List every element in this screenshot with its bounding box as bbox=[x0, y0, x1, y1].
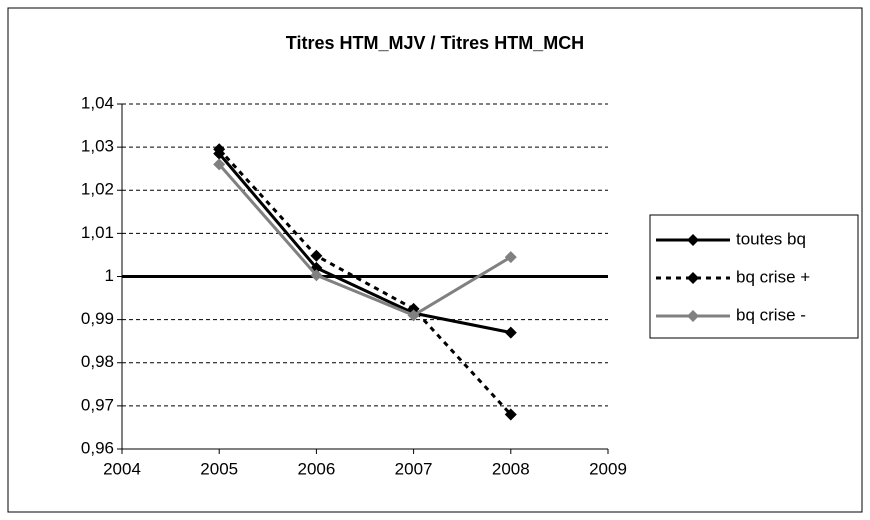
legend-label: toutes bq bbox=[736, 229, 806, 248]
marker bbox=[213, 143, 226, 156]
series-line bbox=[218, 163, 512, 317]
x-tick-label: 2009 bbox=[589, 459, 627, 478]
marker bbox=[213, 158, 226, 171]
y-tick-label: 1,01 bbox=[81, 223, 114, 242]
legend-label: bq crise + bbox=[736, 267, 810, 286]
x-tick-label: 2004 bbox=[103, 459, 141, 478]
y-tick-label: 1,03 bbox=[81, 137, 114, 156]
x-tick-label: 2008 bbox=[492, 459, 530, 478]
y-tick-label: 0,98 bbox=[81, 352, 114, 371]
legend-label: bq crise - bbox=[736, 305, 806, 324]
y-tick-label: 0,97 bbox=[81, 395, 114, 414]
x-tick-label: 2005 bbox=[200, 459, 238, 478]
series-line bbox=[218, 152, 512, 335]
y-tick-label: 0,99 bbox=[81, 309, 114, 328]
y-tick-label: 1,02 bbox=[81, 180, 114, 199]
y-tick-label: 1 bbox=[105, 266, 114, 285]
legend-marker bbox=[687, 310, 699, 322]
marker bbox=[504, 326, 517, 339]
y-tick-label: 0,96 bbox=[81, 438, 114, 457]
legend-marker bbox=[687, 272, 699, 284]
marker bbox=[504, 408, 517, 421]
chart-title: Titres HTM_MJV / Titres HTM_MCH bbox=[286, 33, 584, 53]
x-tick-label: 2006 bbox=[297, 459, 335, 478]
marker bbox=[310, 269, 323, 282]
marker bbox=[504, 251, 517, 264]
legend-marker bbox=[687, 234, 699, 246]
marker bbox=[310, 249, 323, 262]
x-tick-label: 2007 bbox=[395, 459, 433, 478]
marker bbox=[407, 309, 420, 322]
y-tick-label: 1,04 bbox=[81, 93, 114, 112]
series-line bbox=[218, 148, 512, 416]
